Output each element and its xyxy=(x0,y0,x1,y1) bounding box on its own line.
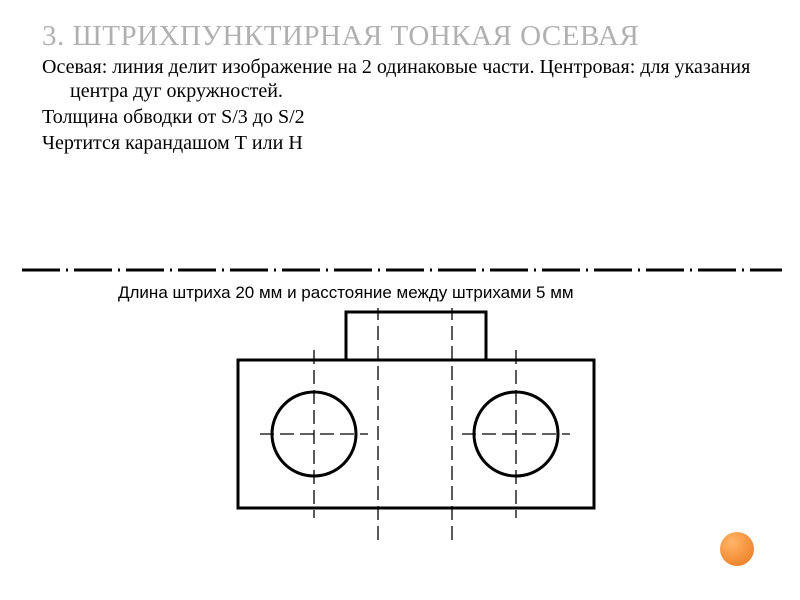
paragraph-2: Толщина обводки от S/3 до S/2 xyxy=(42,105,770,129)
body-text: Осевая: линия делит изображение на 2 оди… xyxy=(0,55,800,155)
nav-next-button[interactable] xyxy=(720,532,754,566)
paragraph-1: Осевая: линия делит изображение на 2 оди… xyxy=(42,55,770,103)
paragraph-3: Чертится карандашом Т или Н xyxy=(42,131,770,155)
sample-caption: Длина штриха 20 мм и расстояние между шт… xyxy=(118,283,574,303)
dash-dot-line-sample xyxy=(22,267,782,273)
slide-title: 3. ШТРИХПУНКТИРНАЯ ТОНКАЯ ОСЕВАЯ xyxy=(0,0,800,53)
technical-drawing xyxy=(216,308,618,550)
